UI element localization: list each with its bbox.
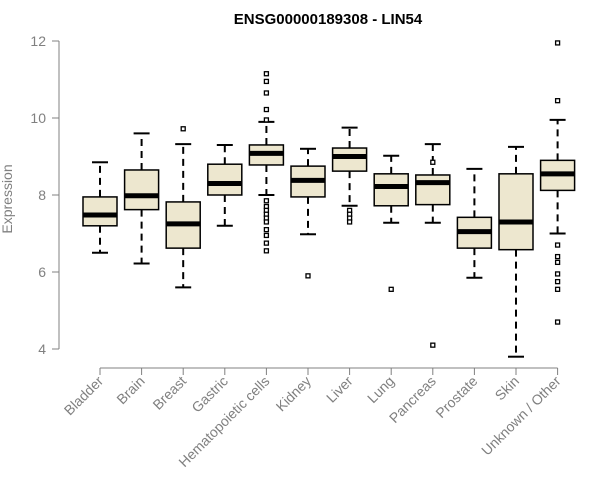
- box-kidney: [290, 147, 326, 279]
- outlier-point: [263, 240, 270, 246]
- x-tick-label: Liver: [323, 373, 356, 406]
- outlier-point: [554, 286, 561, 292]
- y-tick-label: 6: [38, 264, 46, 280]
- iqr-box: [331, 147, 368, 172]
- box-brain: [123, 132, 160, 265]
- outlier-point: [388, 286, 394, 292]
- outlier-point: [554, 98, 561, 104]
- iqr-box: [415, 174, 451, 206]
- iqr-box: [123, 169, 160, 211]
- outlier-point: [180, 126, 186, 132]
- x-tick-label: Bladder: [61, 373, 107, 419]
- box-bladder: [82, 161, 118, 254]
- y-tick-label: 4: [38, 341, 46, 357]
- outlier-point: [554, 253, 561, 260]
- outlier-point: [263, 232, 270, 239]
- x-tick-label: Brain: [113, 373, 147, 407]
- y-axis-title: Expression: [0, 164, 15, 233]
- outlier-point: [263, 78, 270, 85]
- iqr-box: [82, 196, 118, 227]
- outlier-point: [346, 219, 353, 225]
- outlier-point: [263, 90, 270, 96]
- outlier-point: [554, 319, 561, 325]
- y-axis: 4 6 8 10 12: [30, 33, 60, 357]
- outlier-point: [554, 278, 561, 285]
- outlier-point: [263, 198, 270, 204]
- outlier-point: [263, 71, 270, 77]
- x-tick-label: Breast: [149, 373, 189, 413]
- y-tick-label: 12: [30, 33, 46, 49]
- x-tick-label: Lung: [364, 373, 397, 406]
- outlier-point: [305, 273, 311, 279]
- box-breast: [165, 126, 201, 289]
- outlier-point: [263, 219, 270, 225]
- y-tick-label: 10: [30, 110, 46, 126]
- outlier-point: [554, 259, 561, 266]
- box-liver: [331, 126, 368, 225]
- outlier-point: [554, 40, 561, 46]
- outlier-point: [263, 226, 270, 233]
- outlier-point: [554, 242, 561, 248]
- outlier-point: [554, 271, 561, 277]
- outlier-point: [263, 248, 270, 254]
- outlier-point: [263, 106, 270, 113]
- box-pancreas: [415, 143, 451, 348]
- box-gastric: [207, 143, 243, 227]
- x-tick-label: Unknown / Other: [478, 373, 564, 459]
- iqr-box: [373, 173, 409, 207]
- outlier-point: [430, 342, 436, 348]
- box-skin: [498, 145, 534, 358]
- x-tick-label: Kidney: [273, 373, 315, 415]
- iqr-box: [207, 163, 243, 196]
- box-hematopoietic-cells: [248, 71, 285, 254]
- x-tick-label: Prostate: [432, 373, 480, 421]
- iqr-box: [498, 173, 534, 251]
- boxes-layer: [82, 40, 576, 358]
- chart-title: ENSG00000189308 - LIN54: [234, 11, 423, 28]
- box-lung: [373, 154, 409, 292]
- y-tick-label: 8: [38, 187, 46, 203]
- outlier-point: [430, 159, 436, 165]
- box-prostate: [456, 167, 493, 279]
- outlier-point: [263, 117, 270, 123]
- box-unknown-other: [539, 40, 576, 325]
- x-tick-label: Skin: [492, 373, 523, 404]
